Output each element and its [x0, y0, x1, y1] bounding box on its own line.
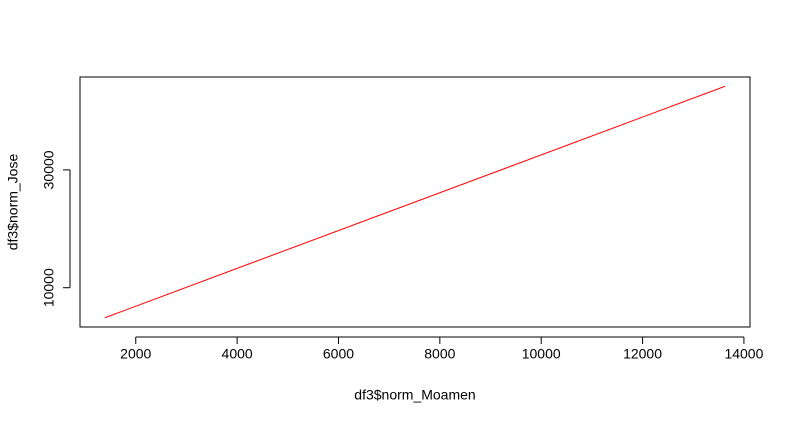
- data-line: [104, 85, 726, 319]
- x-tick-label: 14000: [724, 346, 763, 362]
- x-tick-label: 2000: [120, 346, 151, 362]
- x-axis-label: df3$norm_Moamen: [354, 387, 475, 403]
- y-tick-label: 30000: [41, 150, 57, 189]
- x-tick-label: 10000: [522, 346, 561, 362]
- x-tick-label: 12000: [623, 346, 662, 362]
- x-tick-label: 6000: [323, 346, 354, 362]
- y-axis-label: df3$norm_Jose: [5, 154, 21, 251]
- x-tick-label: 4000: [222, 346, 253, 362]
- y-tick-label: 10000: [41, 268, 57, 307]
- plot-box: [79, 76, 751, 328]
- x-tick-label: 8000: [424, 346, 455, 362]
